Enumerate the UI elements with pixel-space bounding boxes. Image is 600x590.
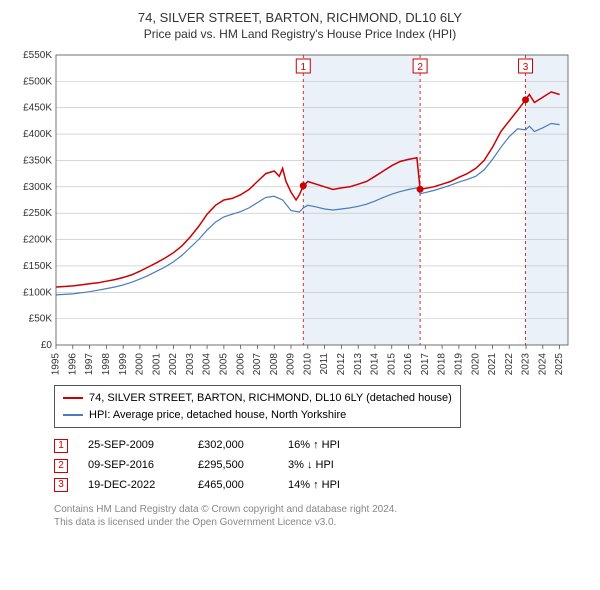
svg-text:2007: 2007 <box>252 353 263 376</box>
sale-date: 09-SEP-2016 <box>88 456 178 476</box>
legend-row: 74, SILVER STREET, BARTON, RICHMOND, DL1… <box>63 390 452 407</box>
sale-price: £302,000 <box>198 436 268 456</box>
svg-text:3: 3 <box>523 62 529 73</box>
sale-marker: 3 <box>54 478 68 492</box>
svg-text:2019: 2019 <box>454 353 465 376</box>
svg-text:£500K: £500K <box>23 76 52 87</box>
svg-text:2011: 2011 <box>319 353 330 375</box>
legend-swatch <box>63 414 83 416</box>
svg-text:2: 2 <box>417 62 423 73</box>
svg-text:2009: 2009 <box>286 353 297 376</box>
svg-text:2022: 2022 <box>504 353 515 376</box>
svg-text:2018: 2018 <box>437 353 448 376</box>
legend-row: HPI: Average price, detached house, Nort… <box>63 407 452 424</box>
svg-text:2005: 2005 <box>219 353 230 376</box>
svg-text:2002: 2002 <box>168 353 179 376</box>
svg-text:2021: 2021 <box>487 353 498 376</box>
svg-text:2013: 2013 <box>353 353 364 376</box>
svg-text:£450K: £450K <box>23 103 52 114</box>
chart-container: 74, SILVER STREET, BARTON, RICHMOND, DL1… <box>0 0 600 537</box>
svg-text:£100K: £100K <box>23 287 52 298</box>
sale-date: 25-SEP-2009 <box>88 436 178 456</box>
footnote-licence: This data is licensed under the Open Gov… <box>54 516 586 529</box>
legend-label: 74, SILVER STREET, BARTON, RICHMOND, DL1… <box>89 390 452 407</box>
sale-marker: 2 <box>54 459 68 473</box>
svg-text:£200K: £200K <box>23 235 52 246</box>
svg-text:2004: 2004 <box>202 353 213 376</box>
legend-label: HPI: Average price, detached house, Nort… <box>89 407 346 424</box>
svg-text:2015: 2015 <box>386 353 397 376</box>
svg-text:1998: 1998 <box>101 353 112 376</box>
svg-text:£50K: £50K <box>29 314 53 325</box>
chart-plot-area: £0 £50K £100K £150K £200K £250K £300K £350K £400… <box>14 47 586 377</box>
svg-text:2010: 2010 <box>302 353 313 376</box>
sales-table: 1 25-SEP-2009 £302,000 16% ↑ HPI 2 09-SEP-201… <box>54 436 586 495</box>
svg-text:2024: 2024 <box>537 353 548 376</box>
svg-text:2020: 2020 <box>470 353 481 376</box>
svg-text:£150K: £150K <box>23 261 52 272</box>
chart-subtitle: Price paid vs. HM Land Registry's House … <box>14 27 586 41</box>
chart-title: 74, SILVER STREET, BARTON, RICHMOND, DL1… <box>14 10 586 25</box>
sale-price: £295,500 <box>198 456 268 476</box>
svg-text:£300K: £300K <box>23 182 52 193</box>
svg-text:1999: 1999 <box>118 353 129 376</box>
svg-text:£550K: £550K <box>23 50 52 61</box>
svg-text:2023: 2023 <box>521 353 532 376</box>
svg-text:£400K: £400K <box>23 129 52 140</box>
svg-text:£250K: £250K <box>23 208 52 219</box>
sale-pct: 3% ↓ HPI <box>288 456 378 476</box>
svg-text:2014: 2014 <box>370 353 381 376</box>
line-chart: £0 £50K £100K £150K £200K £250K £300K £350K £400… <box>14 47 574 377</box>
legend-box: 74, SILVER STREET, BARTON, RICHMOND, DL1… <box>54 385 461 428</box>
svg-text:2016: 2016 <box>403 353 414 376</box>
sales-row: 3 19-DEC-2022 £465,000 14% ↑ HPI <box>54 476 586 496</box>
svg-text:£350K: £350K <box>23 155 52 166</box>
legend-swatch <box>63 397 83 399</box>
sale-marker: 1 <box>54 439 68 453</box>
svg-text:2012: 2012 <box>336 353 347 376</box>
svg-text:1996: 1996 <box>67 353 78 376</box>
svg-text:2006: 2006 <box>235 353 246 376</box>
svg-text:2025: 2025 <box>554 353 565 376</box>
footnote-copyright: Contains HM Land Registry data © Crown c… <box>54 503 586 516</box>
svg-text:1995: 1995 <box>51 353 62 376</box>
svg-text:1: 1 <box>300 62 306 73</box>
svg-text:£0: £0 <box>41 340 53 351</box>
sales-row: 2 09-SEP-2016 £295,500 3% ↓ HPI <box>54 456 586 476</box>
sale-pct: 16% ↑ HPI <box>288 436 378 456</box>
sale-date: 19-DEC-2022 <box>88 476 178 496</box>
svg-text:2017: 2017 <box>420 353 431 376</box>
svg-text:2003: 2003 <box>185 353 196 376</box>
svg-text:1997: 1997 <box>84 353 95 376</box>
svg-text:2000: 2000 <box>135 353 146 376</box>
sale-pct: 14% ↑ HPI <box>288 476 378 496</box>
svg-text:2001: 2001 <box>151 353 162 376</box>
sale-price: £465,000 <box>198 476 268 496</box>
sales-row: 1 25-SEP-2009 £302,000 16% ↑ HPI <box>54 436 586 456</box>
svg-text:2008: 2008 <box>269 353 280 376</box>
